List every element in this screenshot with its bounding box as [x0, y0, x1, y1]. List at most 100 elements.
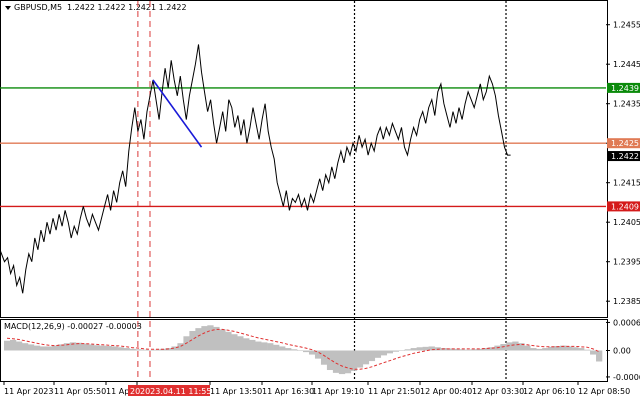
macd-bar — [410, 348, 417, 351]
horizontal-levels — [0, 87, 606, 208]
macd-bar — [506, 342, 513, 351]
macd-bar — [476, 348, 483, 351]
macd-bar — [147, 350, 154, 351]
macd-bar — [111, 346, 118, 351]
macd-bar — [219, 329, 226, 351]
macd-tick-label: 0.00069 — [613, 318, 640, 327]
time-tick-label: 12 Apr 03:30 — [472, 387, 524, 396]
macd-bar — [332, 350, 340, 373]
trend-line-group — [152, 79, 203, 148]
macd-bar — [356, 350, 364, 368]
macd-bar — [105, 346, 112, 351]
macd-bar — [303, 350, 310, 353]
macd-bar — [129, 348, 136, 351]
macd-bar — [249, 339, 256, 351]
price-tick-label: 1.2385 — [613, 297, 640, 306]
macd-bar — [596, 350, 603, 362]
macd-bar — [87, 344, 94, 351]
macd-bar — [27, 344, 35, 351]
macd-bar — [39, 346, 47, 351]
price-tick-label: 1.2405 — [613, 218, 640, 227]
macd-bar — [207, 325, 214, 351]
macd-bar — [416, 347, 423, 351]
macd-bar — [117, 347, 124, 351]
price-tick-label: 1.2435 — [613, 100, 640, 109]
trend-line — [152, 79, 203, 148]
macd-bar — [297, 350, 304, 351]
price-tick-label: 1.2445 — [613, 60, 640, 69]
macd-bar — [428, 346, 435, 351]
macd-bar — [368, 350, 376, 362]
macd-bar — [9, 339, 17, 351]
macd-bar — [578, 348, 585, 351]
macd-bar — [386, 350, 393, 354]
level-label-box — [607, 138, 640, 149]
macd-bar — [536, 348, 543, 351]
macd-bar — [398, 350, 405, 351]
macd-bar — [189, 330, 196, 351]
macd-bar — [452, 348, 459, 351]
macd-bar — [135, 349, 142, 351]
macd-bar — [279, 346, 286, 351]
macd-bar — [572, 347, 579, 351]
macd-bar — [512, 341, 519, 351]
macd-bar — [446, 348, 453, 351]
price-line — [0, 44, 511, 294]
level-label: 1.2425 — [611, 139, 639, 148]
time-tick-label: 11 Ap — [106, 387, 129, 396]
macd-bar — [195, 328, 202, 351]
macd-bar — [344, 350, 352, 374]
macd-bar — [243, 338, 250, 351]
macd-bar — [285, 348, 292, 351]
price-tick-label: 1.2395 — [613, 258, 640, 267]
time-highlight-label: 2023.04.11 11:55 — [140, 387, 211, 396]
macd-bar — [93, 345, 100, 351]
macd-bar — [488, 347, 495, 351]
time-tick-label: 12 Apr 06:10 — [523, 387, 575, 396]
macd-bar — [422, 346, 429, 351]
macd-bar — [225, 331, 232, 351]
macd-bar — [255, 341, 262, 351]
macd-bar — [542, 348, 549, 351]
macd-bar — [177, 343, 184, 351]
macd-bar — [291, 349, 298, 351]
macd-bar — [171, 346, 178, 351]
macd-bar — [548, 346, 555, 351]
price-tick-label: 1.2455 — [613, 21, 640, 30]
macd-bar — [326, 350, 334, 371]
price-series — [0, 44, 511, 294]
level-label-box — [607, 82, 640, 93]
macd-bar — [33, 345, 41, 351]
level-label-box — [607, 201, 640, 212]
ohlc-label: 1.2422 1.2422 1.2421 1.2422 — [67, 3, 187, 12]
time-tick-label: 11 Apr 2023 — [4, 387, 53, 396]
macd-bar — [273, 344, 280, 351]
macd-bar — [518, 343, 525, 351]
time-highlight-box — [128, 385, 210, 396]
macd-bar — [213, 326, 220, 351]
time-highlight-prefix: 20 — [130, 387, 140, 396]
macd-bar — [4, 340, 11, 351]
dropdown-arrow-icon[interactable] — [5, 6, 11, 10]
time-tick-label: 11 Apr 21:50 — [368, 387, 420, 396]
price-tick-label: 1.2415 — [613, 179, 640, 188]
vertical-markers — [137, 1, 507, 381]
macd-bar — [404, 349, 411, 351]
macd-bar — [374, 350, 382, 358]
macd-bar — [584, 349, 591, 351]
macd-bar — [45, 346, 53, 351]
macd-bar — [560, 345, 567, 351]
time-tick-label: 12 Apr 08:50 — [578, 387, 630, 396]
level-label: 1.2439 — [611, 84, 639, 93]
macd-label: MACD(12,26,9) -0.00027 -0.00003 — [4, 322, 142, 331]
macd-bar — [482, 348, 489, 351]
macd-bar — [63, 343, 71, 351]
macd-bar — [57, 344, 65, 351]
macd-bar — [362, 350, 370, 365]
macd-bar — [51, 345, 59, 351]
macd-bar — [338, 350, 346, 375]
macd-bar — [566, 346, 573, 351]
macd-bar — [81, 343, 89, 351]
time-tick-label: 12 Apr 00:40 — [420, 387, 472, 396]
